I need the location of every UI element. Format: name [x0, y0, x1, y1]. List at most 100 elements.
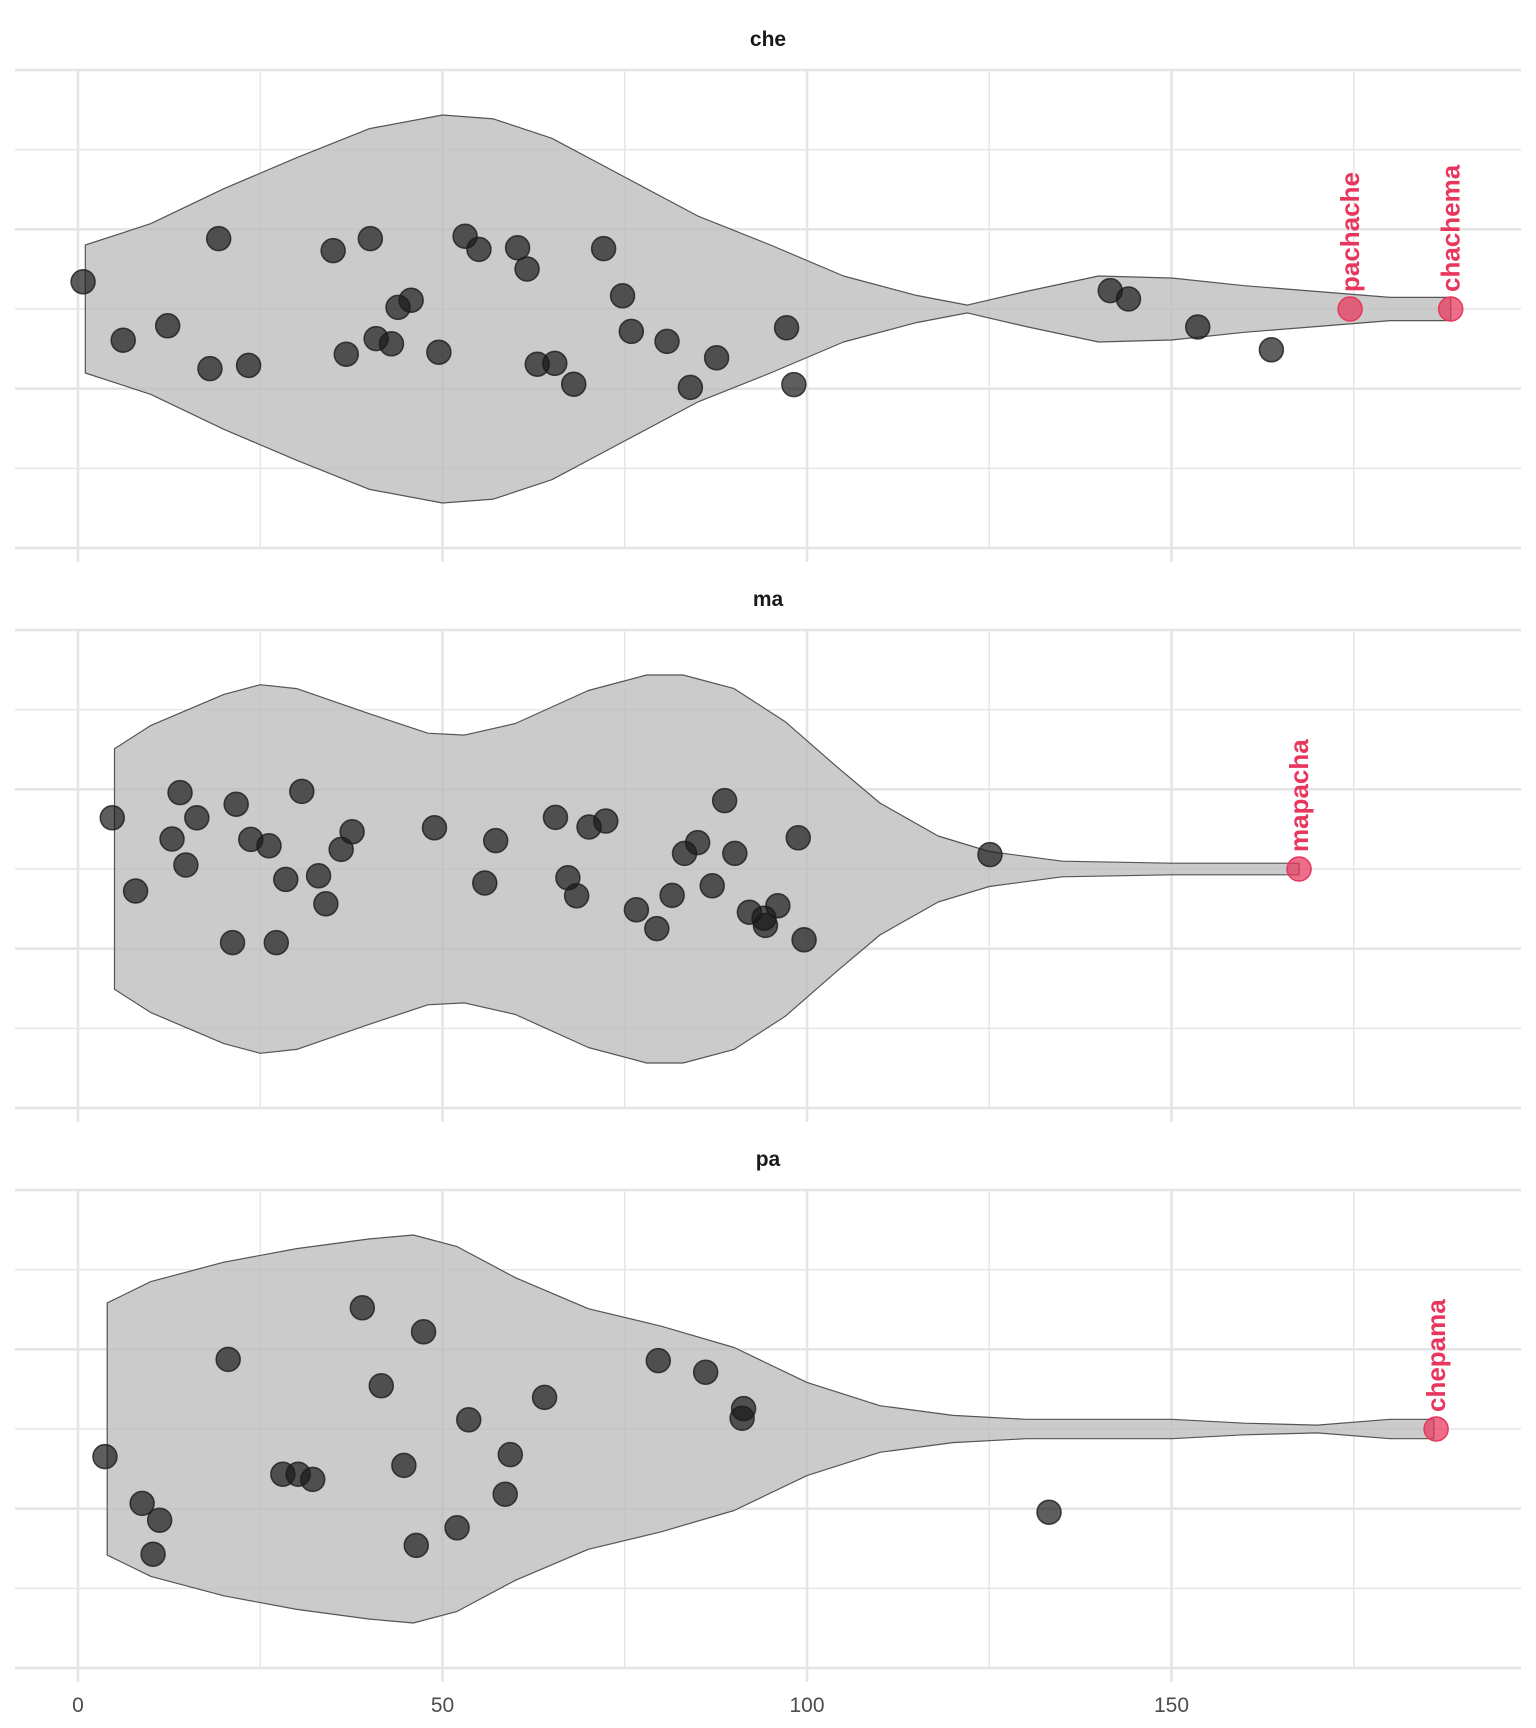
highlight-label: chachema — [1436, 164, 1466, 292]
data-point — [219, 929, 246, 956]
panel-che: che pachache chachema — [15, 28, 1521, 562]
panel-title: ma — [753, 588, 784, 611]
data-point — [146, 1507, 173, 1533]
data-point — [263, 929, 290, 956]
highlight-point — [1337, 296, 1363, 322]
data-point — [122, 878, 149, 904]
data-point — [333, 341, 360, 367]
data-point — [1036, 1499, 1062, 1525]
data-point — [320, 237, 346, 264]
data-point — [482, 827, 509, 854]
panel-title: che — [750, 28, 786, 51]
data-point — [531, 1384, 558, 1411]
panel-title: pa — [756, 1148, 781, 1171]
data-point — [711, 787, 738, 814]
data-point — [391, 1452, 417, 1479]
data-point — [752, 912, 779, 939]
data-point — [703, 345, 730, 371]
data-point — [305, 863, 332, 889]
data-point — [410, 1319, 437, 1345]
x-axis: 0 50 100 150 — [72, 1694, 1189, 1717]
data-points — [99, 778, 1003, 956]
data-point — [560, 371, 587, 397]
data-point — [623, 897, 650, 923]
highlight-point — [1437, 296, 1464, 322]
data-point — [455, 1407, 482, 1433]
data-point — [593, 808, 619, 834]
data-point — [1258, 337, 1285, 363]
data-point — [273, 866, 299, 893]
data-point — [654, 328, 680, 355]
data-point — [92, 1443, 118, 1470]
data-point — [184, 805, 210, 831]
data-point — [781, 371, 807, 398]
data-point — [722, 840, 748, 867]
highlight-label: mapacha — [1284, 739, 1314, 852]
data-point — [403, 1532, 430, 1559]
data-point — [684, 829, 711, 856]
data-point — [504, 235, 531, 261]
x-tick-label: 150 — [1154, 1694, 1189, 1717]
data-point — [1184, 314, 1211, 340]
data-point — [514, 256, 540, 282]
data-point — [590, 235, 617, 262]
data-point — [349, 1295, 376, 1321]
data-point — [791, 927, 817, 953]
data-point — [299, 1466, 326, 1493]
data-point — [497, 1441, 524, 1468]
data-point — [313, 891, 339, 917]
data-point — [223, 791, 249, 817]
data-point — [785, 825, 812, 851]
data-point — [730, 1395, 757, 1422]
data-point — [167, 779, 193, 806]
data-point — [699, 873, 725, 899]
data-point — [542, 350, 568, 377]
data-points — [70, 223, 1285, 401]
data-point — [197, 355, 223, 382]
highlight-label: chepama — [1421, 1299, 1451, 1412]
data-point — [1115, 286, 1142, 312]
data-point — [378, 331, 405, 357]
data-point — [444, 1515, 470, 1541]
data-point — [618, 318, 645, 345]
data-point — [659, 882, 685, 909]
data-point — [421, 815, 448, 841]
data-point — [215, 1346, 241, 1373]
data-point — [129, 1490, 155, 1517]
data-point — [256, 833, 282, 859]
data-point — [609, 283, 636, 309]
x-tick-label: 100 — [789, 1694, 824, 1717]
data-point — [99, 805, 126, 831]
data-point — [205, 225, 232, 252]
data-point — [357, 225, 384, 252]
data-points — [92, 1295, 1062, 1567]
data-point — [773, 315, 800, 341]
data-point — [542, 804, 569, 831]
facet-panels: che pachache chachema ma mapacha pa chepama — [15, 28, 1521, 1682]
data-point — [426, 339, 452, 365]
data-point — [692, 1359, 719, 1385]
data-point — [492, 1481, 518, 1507]
data-point — [765, 893, 791, 919]
data-point — [677, 374, 704, 401]
data-point — [154, 313, 181, 339]
data-point — [644, 915, 670, 942]
data-point — [466, 236, 492, 263]
highlight-label: pachache — [1335, 172, 1365, 292]
data-point — [110, 327, 136, 353]
data-point — [289, 778, 315, 805]
highlight-point — [1423, 1416, 1449, 1442]
data-point — [173, 852, 199, 878]
data-point — [977, 841, 1003, 868]
data-point — [339, 819, 365, 845]
data-point — [645, 1347, 672, 1374]
highlight-point — [1286, 856, 1312, 882]
x-tick-label: 0 — [72, 1694, 84, 1717]
data-point — [472, 870, 498, 896]
panel-pa: pa chepama — [15, 1148, 1521, 1682]
data-point — [140, 1541, 166, 1567]
x-tick-label: 50 — [431, 1694, 454, 1717]
data-point — [398, 287, 424, 313]
data-point — [70, 269, 96, 295]
